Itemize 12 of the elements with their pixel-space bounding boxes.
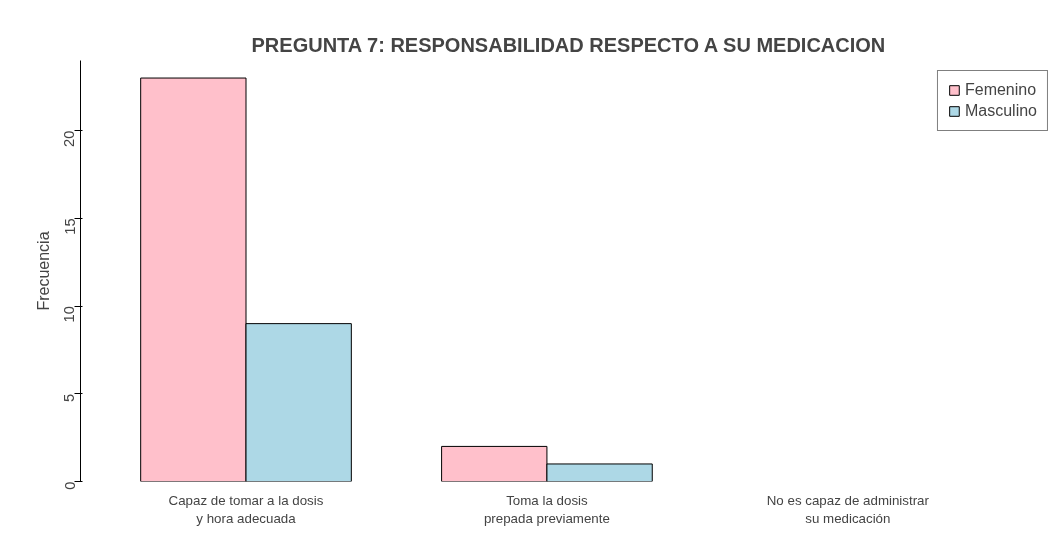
y-tick-label: 0 — [61, 481, 78, 490]
x-tick-label: Toma la dosis prepada previamente — [483, 492, 610, 526]
x-tick-label: No es capaz de administrar su medicación — [766, 492, 930, 526]
y-tick-label: 10 — [61, 306, 78, 323]
y-tick-label: 15 — [61, 218, 78, 235]
x-tick-label: Capaz de tomar a la dosis y hora adecuada — [168, 492, 324, 526]
y-tick-label: 20 — [61, 130, 78, 147]
legend-label: Masculino — [964, 102, 1037, 120]
chart-title: PREGUNTA 7: RESPONSABILIDAD RESPECTO A SU MEDICACION — [251, 33, 886, 56]
y-axis-title: Frecuencia — [34, 231, 52, 311]
legend-label: Femenino — [964, 81, 1037, 99]
y-tick-label: 5 — [61, 393, 78, 402]
